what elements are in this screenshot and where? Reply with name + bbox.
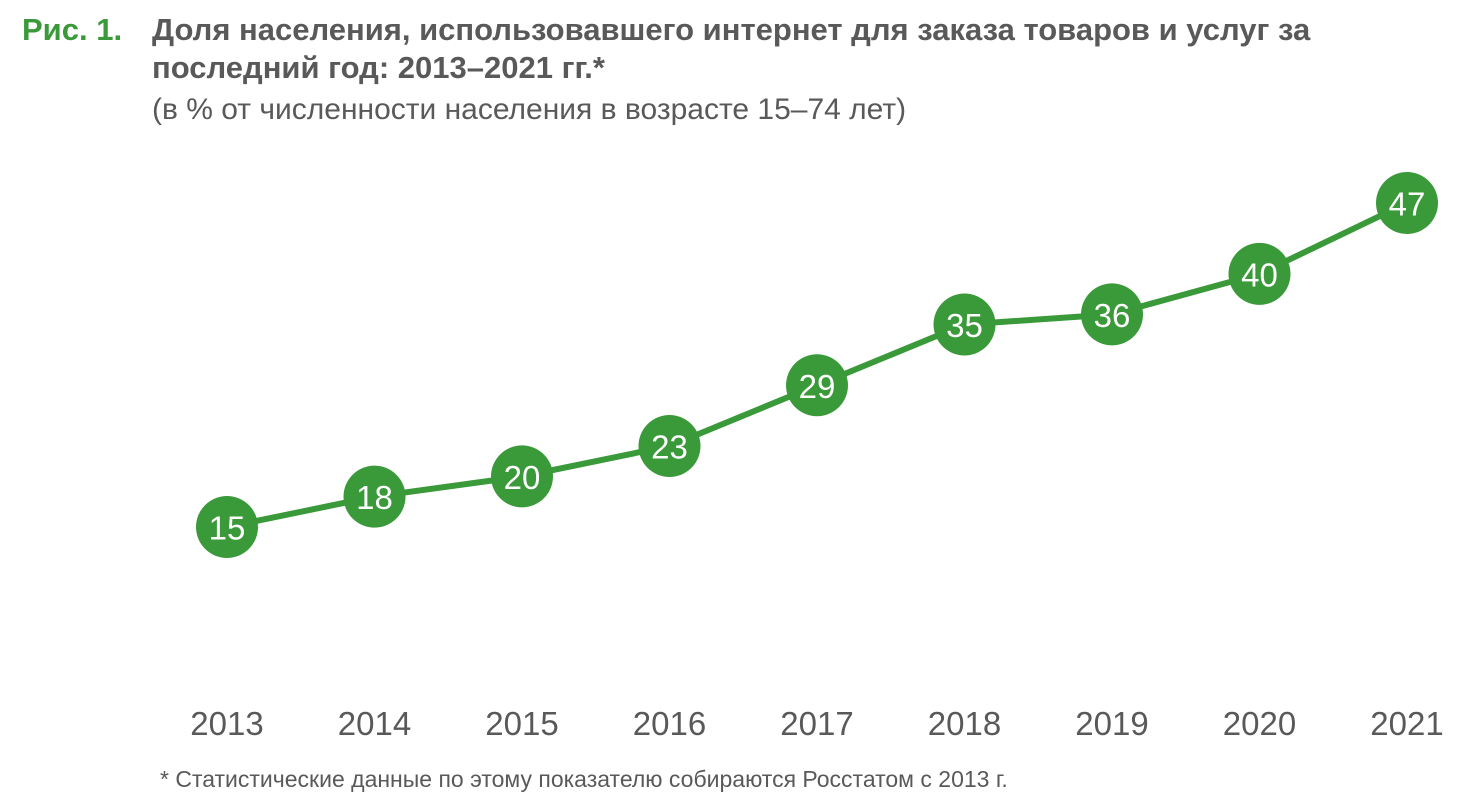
data-label-2018: 35 (946, 307, 983, 344)
data-label-2019: 36 (1094, 297, 1131, 334)
data-label-2016: 23 (651, 429, 688, 466)
data-label-2014: 18 (356, 479, 393, 516)
data-point-2020 (1228, 242, 1291, 305)
figure-label: Рис. 1. (22, 12, 123, 47)
data-label-2021: 47 (1389, 186, 1426, 223)
data-label-2020: 40 (1241, 256, 1278, 293)
data-point-2021 (1376, 172, 1438, 234)
data-label-2015: 20 (504, 459, 541, 496)
x-tick-label-2014: 2014 (338, 705, 411, 742)
x-axis: 2013 2014 2015 2016 2017 2018 2019 2020 2021 (190, 705, 1443, 742)
marker-layer: 15 18 20 23 29 35 36 40 47 (196, 172, 1438, 558)
data-label-2017: 29 (799, 368, 836, 405)
x-tick-label-2013: 2013 (190, 705, 263, 742)
x-tick-label-2015: 2015 (485, 705, 558, 742)
data-point-2015 (491, 445, 553, 508)
data-point-2016 (638, 415, 701, 477)
data-point-2019 (1081, 283, 1143, 346)
chart-title: Доля населения, использовавшего интернет… (152, 12, 1311, 85)
data-point-2018 (933, 293, 996, 356)
x-tick-label-2019: 2019 (1075, 705, 1148, 742)
data-label-2013: 15 (209, 510, 246, 547)
x-tick-label-2016: 2016 (633, 705, 706, 742)
x-tick-label-2021: 2021 (1370, 705, 1443, 742)
data-point-2017 (786, 354, 848, 417)
data-point-2014 (343, 465, 406, 528)
chart-subtitle: (в % от численности населения в возрасте… (152, 93, 907, 126)
x-tick-label-2018: 2018 (928, 705, 1001, 742)
data-point-2013 (196, 496, 258, 558)
footnote: * Статистические данные по этому показат… (160, 766, 1008, 792)
x-tick-label-2017: 2017 (780, 705, 853, 742)
x-tick-label-2020: 2020 (1223, 705, 1296, 742)
